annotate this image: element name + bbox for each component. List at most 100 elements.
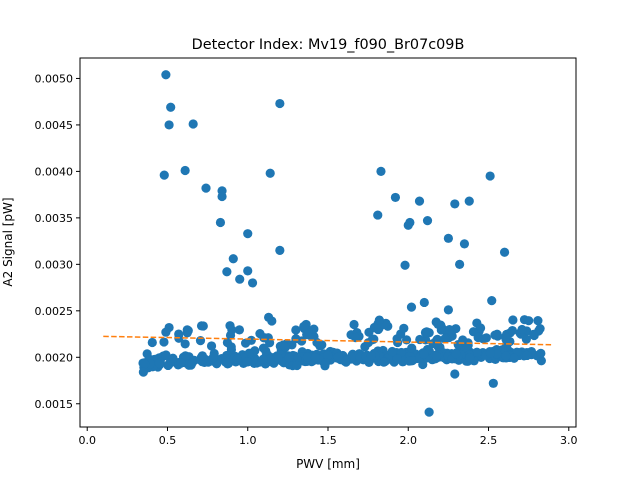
data-point: [488, 378, 498, 388]
data-point: [275, 245, 285, 255]
fit-line-group: [103, 335, 553, 346]
data-point: [433, 319, 443, 329]
x-tick-label: 1.5: [319, 434, 337, 447]
data-point: [195, 336, 206, 346]
data-point: [451, 349, 461, 359]
data-point: [472, 347, 482, 357]
data-point: [188, 119, 198, 129]
data-point: [302, 352, 313, 362]
data-point: [333, 352, 343, 362]
data-point: [373, 210, 383, 220]
y-tick-label: 0.0035: [35, 212, 74, 225]
data-point: [419, 349, 429, 359]
data-point: [243, 229, 253, 239]
data-point: [367, 335, 377, 345]
x-tick-label: 3.0: [560, 434, 578, 447]
data-point: [366, 351, 376, 361]
data-point: [275, 98, 285, 109]
data-point: [265, 168, 275, 178]
data-point: [509, 353, 519, 363]
y-tick-label: 0.0045: [35, 119, 74, 132]
data-point: [242, 357, 252, 367]
data-point: [284, 353, 294, 363]
data-point: [140, 359, 150, 369]
data-point: [174, 329, 184, 339]
data-point: [487, 295, 497, 306]
data-point: [407, 343, 417, 353]
data-point: [350, 333, 361, 343]
data-point: [490, 330, 500, 340]
data-point: [524, 316, 534, 326]
data-point: [440, 334, 450, 344]
data-point: [247, 278, 258, 288]
data-point: [222, 337, 232, 348]
data-point: [291, 334, 301, 344]
data-point: [444, 324, 455, 335]
data-point: [138, 367, 148, 377]
data-point: [501, 351, 511, 361]
data-point: [400, 260, 410, 270]
data-point: [535, 324, 545, 334]
data-point: [240, 338, 251, 348]
data-point: [227, 325, 237, 335]
x-axis-label: PWV [mm]: [296, 457, 360, 471]
data-point: [499, 247, 510, 257]
data-point: [161, 327, 171, 337]
data-point: [465, 353, 475, 363]
data-point: [161, 70, 171, 80]
data-point: [197, 351, 207, 361]
data-point: [201, 183, 211, 193]
data-point: [360, 342, 370, 352]
data-point: [265, 354, 275, 364]
fit-line: [103, 335, 553, 346]
data-point: [292, 360, 302, 371]
data-point: [258, 343, 269, 353]
data-point: [419, 297, 429, 308]
data-point: [232, 354, 242, 364]
data-point: [180, 165, 190, 176]
data-point: [280, 342, 291, 352]
data-point: [187, 358, 197, 368]
y-tick-label: 0.0020: [35, 351, 74, 364]
data-point: [291, 325, 301, 335]
data-point: [533, 315, 543, 326]
data-point: [166, 102, 176, 112]
data-point: [459, 239, 470, 249]
data-point: [234, 325, 245, 335]
data-point: [243, 266, 253, 276]
x-tick-label: 0.5: [159, 434, 177, 447]
data-point: [228, 254, 238, 264]
data-point: [258, 354, 268, 364]
data-point: [168, 353, 178, 363]
data-point: [379, 357, 389, 367]
data-point: [485, 171, 495, 181]
data-point: [536, 356, 546, 366]
data-point: [422, 216, 433, 226]
y-tick-label: 0.0025: [35, 305, 74, 318]
x-tick-label: 2.0: [400, 434, 418, 447]
x-tick-label: 0.0: [78, 434, 96, 447]
data-point: [392, 353, 402, 364]
x-tick-label: 1.0: [239, 434, 257, 447]
data-point: [536, 348, 546, 358]
data-point: [431, 351, 442, 361]
data-point: [508, 315, 518, 325]
y-tick-label: 0.0040: [35, 165, 74, 178]
data-point: [450, 369, 460, 379]
data-point: [299, 321, 309, 332]
data-point: [259, 333, 269, 343]
data-point: [485, 348, 495, 359]
data-point: [235, 274, 245, 284]
data-point: [507, 325, 517, 336]
scatter-points: [138, 70, 546, 417]
data-point: [217, 191, 227, 202]
data-point: [176, 358, 186, 368]
data-point: [349, 319, 359, 330]
data-point: [443, 233, 453, 243]
data-point: [364, 327, 374, 337]
data-point: [323, 350, 333, 361]
y-tick-label: 0.0030: [35, 258, 74, 271]
data-point: [182, 328, 192, 338]
x-axis-ticks: 0.0 0.5 1.0 1.5 2.0 2.5 3.0: [78, 427, 578, 447]
